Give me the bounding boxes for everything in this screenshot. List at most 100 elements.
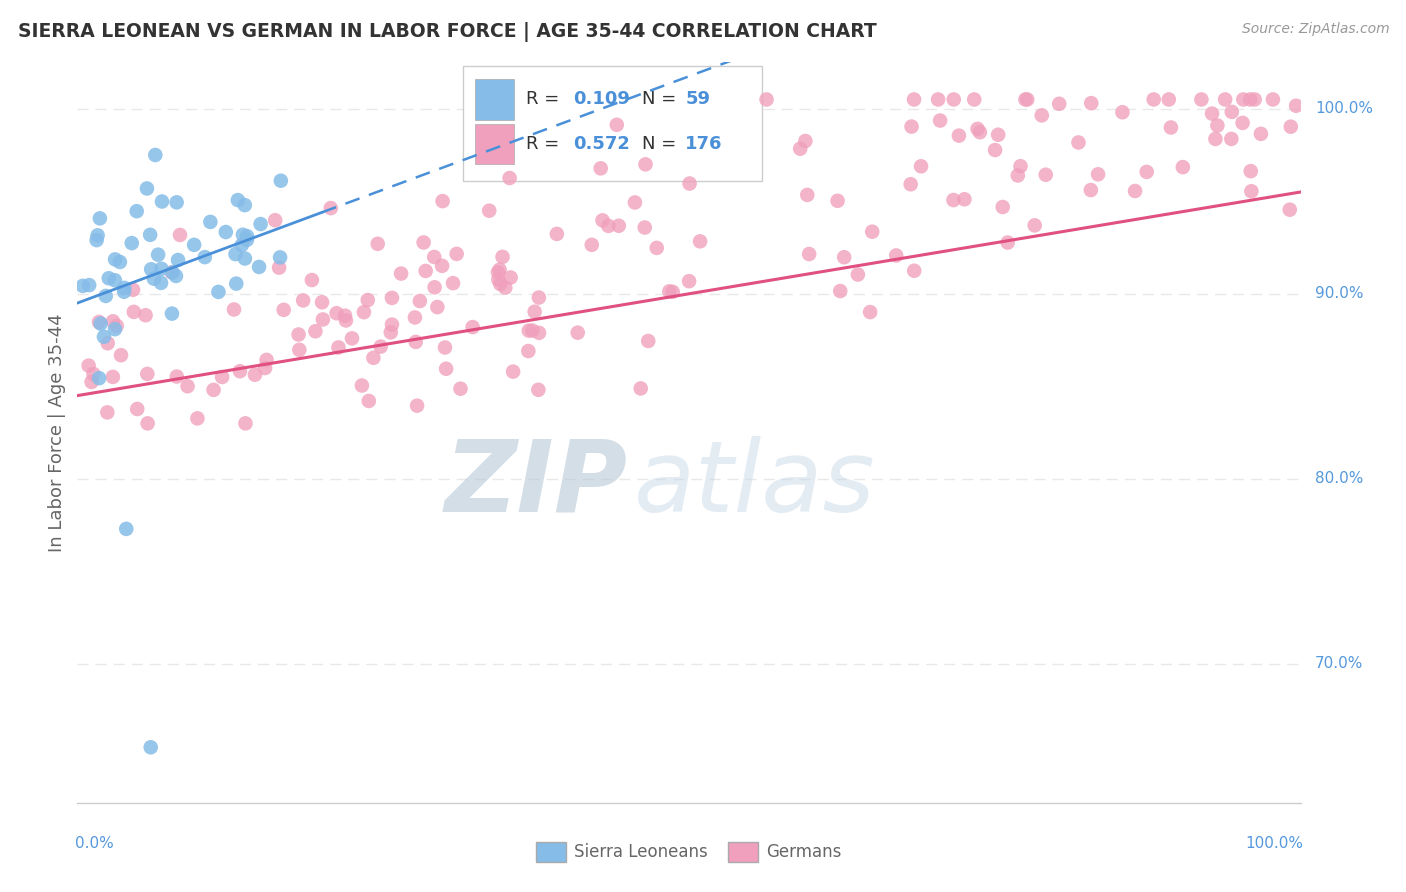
- Point: [215, 225, 238, 239]
- Point: [517, 344, 540, 359]
- Point: [273, 302, 295, 317]
- Point: [927, 93, 949, 107]
- Point: [1220, 104, 1243, 119]
- Point: [86, 233, 108, 247]
- Point: [335, 313, 357, 327]
- Point: [254, 361, 277, 376]
- Point: [162, 265, 184, 279]
- Point: [592, 213, 614, 227]
- Point: [121, 236, 143, 251]
- Point: [984, 143, 1007, 157]
- Point: [1220, 132, 1243, 146]
- Point: [101, 370, 124, 384]
- Point: [105, 318, 128, 333]
- Point: [502, 365, 524, 379]
- Point: [432, 194, 454, 208]
- Point: [233, 252, 256, 266]
- Point: [87, 315, 110, 329]
- Point: [755, 93, 778, 107]
- Point: [89, 211, 111, 226]
- Point: [207, 285, 229, 299]
- Point: [1024, 219, 1046, 233]
- Point: [97, 336, 120, 351]
- Point: [136, 181, 159, 195]
- Point: [689, 235, 711, 249]
- Point: [243, 368, 266, 382]
- Point: [929, 113, 952, 128]
- Point: [1157, 93, 1180, 107]
- Point: [486, 272, 509, 286]
- Point: [589, 161, 612, 176]
- Point: [311, 295, 333, 310]
- Text: 59: 59: [685, 90, 710, 109]
- Text: 0.0%: 0.0%: [75, 836, 114, 851]
- Point: [389, 267, 412, 281]
- Point: [1087, 167, 1109, 181]
- Point: [1204, 132, 1226, 146]
- Point: [325, 306, 347, 320]
- Point: [108, 255, 131, 269]
- Point: [567, 326, 589, 340]
- Point: [1035, 168, 1057, 182]
- Text: N =: N =: [643, 90, 682, 109]
- Point: [166, 369, 188, 384]
- Point: [77, 359, 100, 373]
- Point: [963, 93, 986, 107]
- Point: [90, 317, 112, 331]
- Point: [1067, 136, 1090, 150]
- Point: [301, 273, 323, 287]
- Point: [997, 235, 1019, 250]
- Point: [112, 281, 135, 295]
- Point: [405, 334, 427, 349]
- Point: [176, 379, 198, 393]
- Point: [966, 121, 988, 136]
- Point: [450, 382, 472, 396]
- Point: [229, 364, 252, 378]
- Point: [489, 277, 512, 291]
- Point: [634, 220, 657, 235]
- FancyBboxPatch shape: [475, 123, 515, 164]
- Point: [1171, 160, 1194, 174]
- Point: [143, 148, 166, 162]
- Point: [1136, 165, 1159, 179]
- Point: [827, 194, 849, 208]
- Legend: Sierra Leoneans, Germans: Sierra Leoneans, Germans: [530, 835, 848, 869]
- Point: [202, 383, 225, 397]
- Point: [1080, 183, 1102, 197]
- Point: [1250, 127, 1272, 141]
- Point: [139, 740, 162, 755]
- Point: [1240, 164, 1263, 178]
- Point: [127, 402, 149, 417]
- Point: [380, 326, 402, 340]
- Point: [527, 326, 550, 340]
- Point: [87, 371, 110, 385]
- Point: [226, 193, 249, 207]
- Point: [381, 318, 404, 332]
- Point: [645, 241, 668, 255]
- Point: [630, 381, 652, 395]
- Point: [1160, 120, 1182, 135]
- Point: [860, 225, 883, 239]
- Point: [634, 157, 657, 171]
- Text: 100.0%: 100.0%: [1244, 836, 1303, 851]
- Point: [499, 270, 522, 285]
- Point: [661, 285, 683, 299]
- Point: [270, 174, 292, 188]
- Text: 176: 176: [685, 135, 723, 153]
- Point: [112, 285, 135, 299]
- Point: [381, 291, 404, 305]
- Point: [139, 262, 162, 277]
- Point: [903, 264, 925, 278]
- Point: [546, 227, 568, 241]
- Text: atlas: atlas: [634, 436, 876, 533]
- Point: [446, 247, 468, 261]
- Point: [942, 193, 965, 207]
- Point: [269, 260, 291, 275]
- Point: [110, 348, 132, 362]
- Point: [222, 302, 245, 317]
- Point: [165, 268, 187, 283]
- Text: SIERRA LEONEAN VS GERMAN IN LABOR FORCE | AGE 35-44 CORRELATION CHART: SIERRA LEONEAN VS GERMAN IN LABOR FORCE …: [18, 22, 877, 42]
- Point: [794, 134, 817, 148]
- Point: [884, 248, 907, 262]
- Point: [357, 293, 380, 307]
